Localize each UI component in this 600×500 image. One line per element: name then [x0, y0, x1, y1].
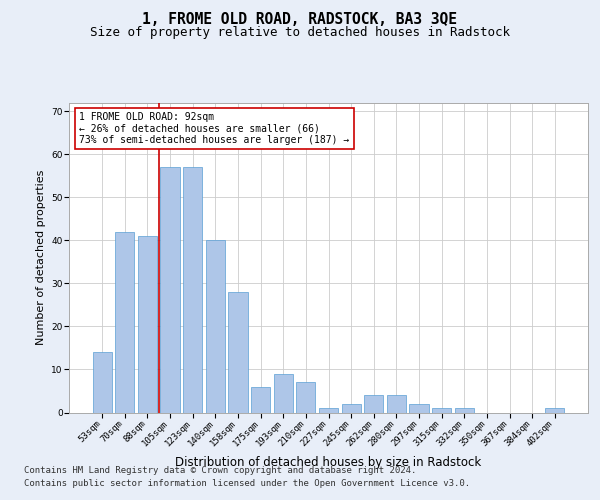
- Bar: [319, 408, 338, 412]
- Bar: [341, 404, 361, 412]
- Bar: [115, 232, 134, 412]
- Text: Contains HM Land Registry data © Crown copyright and database right 2024.: Contains HM Land Registry data © Crown c…: [24, 466, 416, 475]
- Bar: [206, 240, 225, 412]
- Bar: [409, 404, 428, 412]
- Bar: [183, 167, 202, 412]
- Bar: [229, 292, 248, 412]
- Bar: [251, 386, 270, 412]
- Text: Contains public sector information licensed under the Open Government Licence v3: Contains public sector information licen…: [24, 479, 470, 488]
- Bar: [364, 396, 383, 412]
- Text: Size of property relative to detached houses in Radstock: Size of property relative to detached ho…: [90, 26, 510, 39]
- Bar: [92, 352, 112, 412]
- Bar: [160, 167, 180, 412]
- Bar: [387, 396, 406, 412]
- Text: 1, FROME OLD ROAD, RADSTOCK, BA3 3QE: 1, FROME OLD ROAD, RADSTOCK, BA3 3QE: [143, 12, 458, 28]
- Y-axis label: Number of detached properties: Number of detached properties: [35, 170, 46, 345]
- Bar: [545, 408, 565, 412]
- Bar: [296, 382, 316, 412]
- Bar: [455, 408, 474, 412]
- Bar: [432, 408, 451, 412]
- X-axis label: Distribution of detached houses by size in Radstock: Distribution of detached houses by size …: [175, 456, 482, 469]
- Text: 1 FROME OLD ROAD: 92sqm
← 26% of detached houses are smaller (66)
73% of semi-de: 1 FROME OLD ROAD: 92sqm ← 26% of detache…: [79, 112, 350, 145]
- Bar: [138, 236, 157, 412]
- Bar: [274, 374, 293, 412]
